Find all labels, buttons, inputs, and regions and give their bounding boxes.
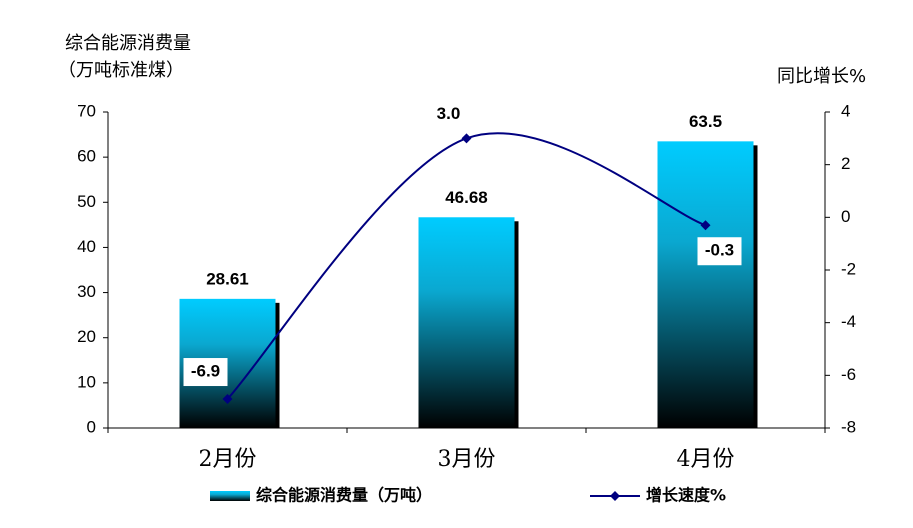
line-value-label: 3.0 [437, 104, 461, 123]
y2-tick-label: -4 [841, 312, 856, 331]
line-value-label: -0.3 [705, 241, 734, 260]
label-box [697, 237, 742, 266]
y2-tick-label: -8 [841, 417, 856, 436]
y2-axis-label: 同比增长% [777, 66, 866, 87]
legend-swatch [210, 491, 250, 501]
bar [418, 217, 515, 428]
bar-value-label: 46.68 [445, 188, 488, 207]
legend-label: 增长速度% [646, 486, 726, 505]
y-tick-label: 70 [77, 101, 96, 120]
line [226, 132, 706, 400]
y2-tick-label: -6 [841, 365, 856, 384]
line-marker [461, 133, 472, 144]
line-marker [700, 220, 711, 231]
y-tick-label: 20 [77, 327, 96, 346]
y2-tick-label: 2 [841, 154, 850, 173]
line-marker [222, 394, 233, 405]
y-axis-label: 综合能源消费量 [65, 33, 191, 54]
bar-value-label: 63.5 [689, 112, 722, 131]
legend-label: 综合能源消费量（万吨） [256, 486, 432, 505]
y2-tick-label: 0 [841, 207, 850, 226]
y-tick-label: 30 [77, 282, 96, 301]
y-tick-label: 40 [77, 237, 96, 256]
y2-tick-label: 4 [841, 101, 850, 120]
y2-tick-label: -2 [841, 259, 856, 278]
y-tick-label: 0 [87, 417, 96, 436]
x-tick-label: 2月份 [199, 447, 257, 472]
legend-marker [610, 491, 620, 501]
bar-value-label: 28.61 [206, 269, 249, 288]
line-value-label: -6.9 [191, 362, 220, 381]
x-tick-label: 4月份 [677, 447, 735, 472]
x-tick-label: 3月份 [438, 447, 496, 472]
y-tick-label: 60 [77, 147, 96, 166]
y-tick-label: 10 [77, 372, 96, 391]
bar [657, 141, 754, 429]
y-tick-label: 50 [77, 192, 96, 211]
label-box [183, 358, 228, 387]
y-axis-label: （万吨标准煤） [58, 60, 184, 81]
